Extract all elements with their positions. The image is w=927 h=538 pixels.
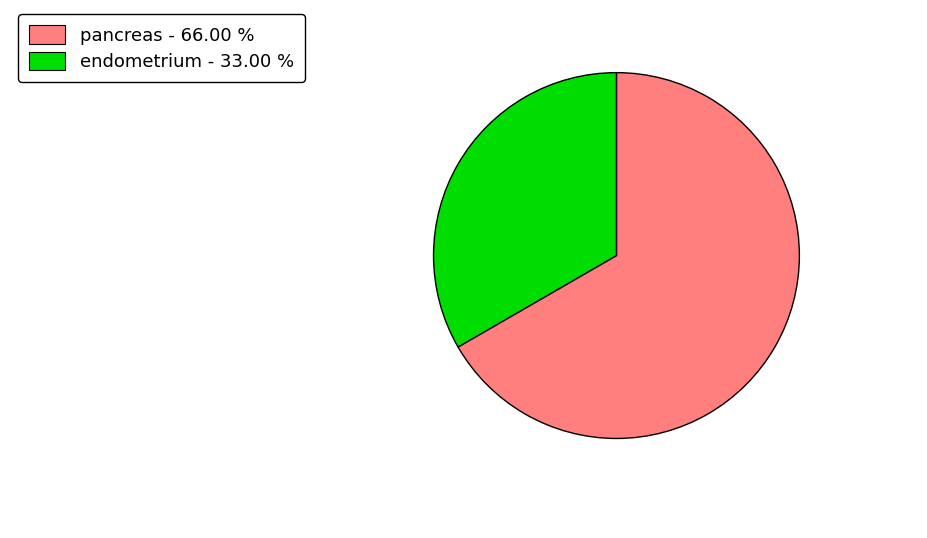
Wedge shape (458, 73, 799, 438)
Wedge shape (434, 73, 616, 347)
Legend: pancreas - 66.00 %, endometrium - 33.00 %: pancreas - 66.00 %, endometrium - 33.00 … (19, 15, 305, 82)
